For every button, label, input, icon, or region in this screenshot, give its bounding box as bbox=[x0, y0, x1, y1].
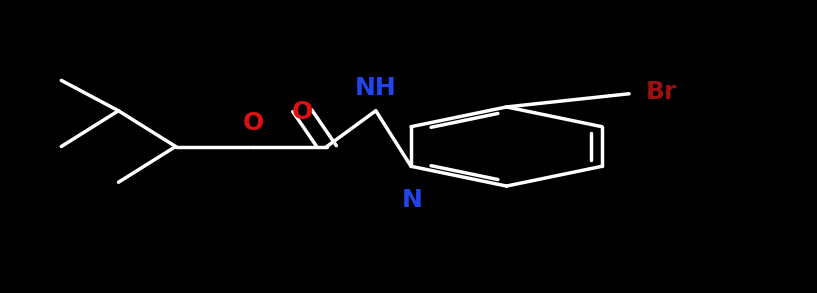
Text: N: N bbox=[402, 188, 423, 212]
Text: NH: NH bbox=[355, 76, 397, 100]
Text: Br: Br bbox=[645, 80, 676, 104]
Text: O: O bbox=[243, 111, 264, 135]
Text: O: O bbox=[292, 100, 313, 124]
